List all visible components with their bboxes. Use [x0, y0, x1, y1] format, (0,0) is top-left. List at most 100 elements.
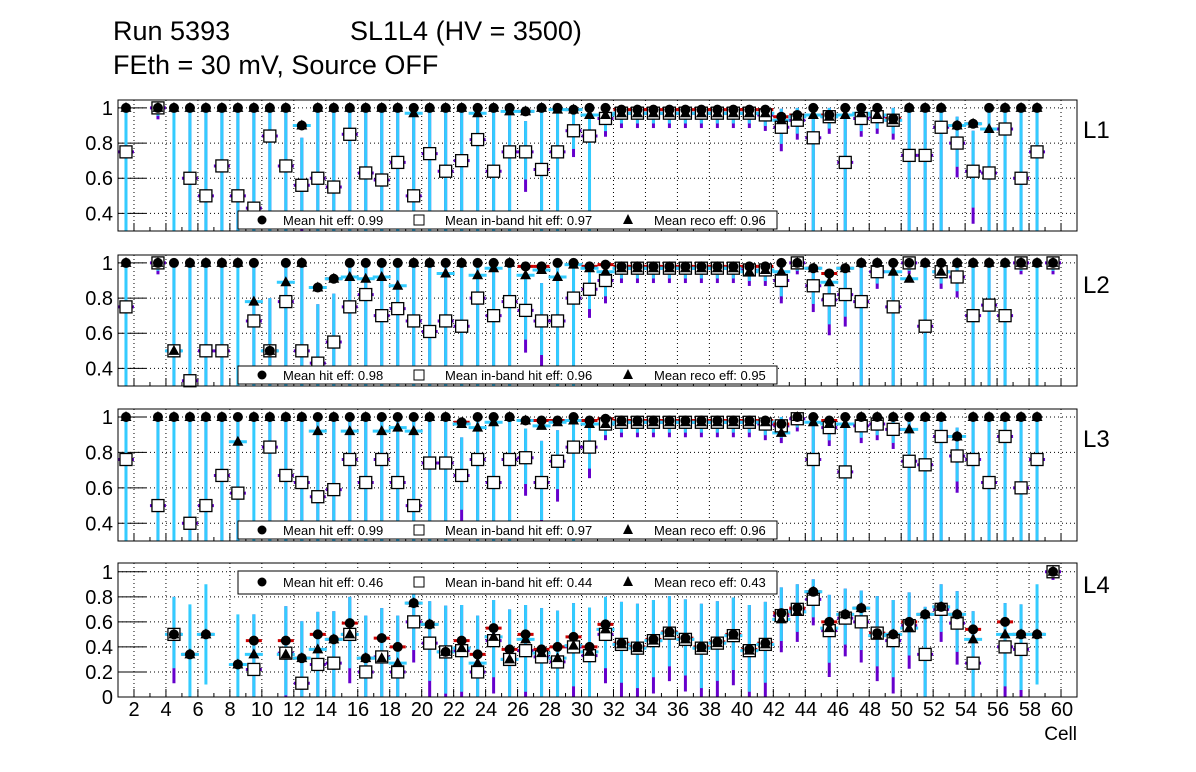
inband-eff-marker	[550, 314, 565, 328]
reco-eff-marker	[440, 101, 452, 112]
reco-eff-marker	[488, 630, 500, 641]
reco-eff-marker	[504, 410, 516, 421]
reco-eff-marker	[711, 107, 723, 118]
hit-eff-marker	[392, 641, 403, 652]
x-tick-label: 52	[923, 699, 945, 721]
x-tick-label: 24	[475, 699, 497, 721]
inband-eff-marker	[391, 475, 405, 490]
reco-eff-marker	[232, 658, 244, 669]
reco-eff-marker	[839, 418, 851, 429]
reco-eff-marker	[488, 262, 500, 273]
reco-eff-marker	[584, 645, 596, 656]
reco-eff-marker	[935, 101, 947, 112]
reco-eff-marker	[759, 416, 771, 427]
legend-hit-icon	[257, 577, 267, 587]
inband-eff-marker	[199, 189, 213, 203]
inband-eff-marker	[359, 287, 373, 302]
x-tick-label: 34	[635, 699, 657, 721]
reco-eff-marker	[983, 410, 995, 421]
legend-reco-icon	[623, 524, 633, 534]
inband-eff-marker	[470, 452, 485, 467]
y-tick-label: 0.8	[85, 288, 113, 310]
inband-eff-marker	[439, 314, 453, 328]
x-tick-label: 44	[795, 699, 817, 721]
reco-eff-marker	[536, 419, 548, 430]
reco-eff-marker	[552, 652, 564, 663]
hit-eff-marker	[568, 631, 579, 642]
reco-eff-marker	[791, 256, 803, 267]
inband-eff-marker	[774, 273, 788, 288]
hit-eff-marker	[904, 257, 915, 268]
inband-eff-marker	[918, 458, 932, 472]
inband-eff-marker	[950, 270, 964, 284]
y-tick-label: 0.6	[85, 323, 113, 345]
reco-eff-marker	[615, 262, 627, 273]
inband-eff-marker	[183, 374, 197, 388]
legend-box	[237, 365, 778, 385]
reco-eff-marker	[871, 629, 883, 640]
hit-eff-marker	[584, 102, 595, 113]
hit-eff-marker	[280, 635, 291, 646]
inband-eff-marker	[407, 498, 421, 513]
reco-eff-marker	[663, 416, 675, 427]
inband-eff-marker	[311, 171, 325, 185]
x-tick-label: 40	[731, 699, 753, 721]
inband-eff-marker	[886, 422, 900, 437]
inband-eff-marker	[263, 440, 277, 454]
reco-eff-marker	[823, 622, 835, 633]
inband-eff-marker	[486, 309, 501, 323]
inband-eff-marker	[950, 136, 964, 150]
inband-eff-marker	[806, 279, 820, 293]
reco-eff-marker	[360, 410, 372, 421]
reco-eff-marker	[919, 101, 931, 112]
inband-eff-marker	[439, 456, 453, 470]
reco-eff-marker	[408, 256, 420, 267]
reco-eff-marker	[599, 108, 611, 119]
inband-eff-marker	[311, 657, 325, 672]
hit-eff-marker	[824, 268, 835, 279]
reco-eff-marker	[472, 421, 484, 432]
inband-eff-marker	[359, 665, 373, 679]
reco-eff-marker	[791, 605, 803, 616]
reco-eff-marker	[695, 262, 707, 273]
legend-hit-icon	[257, 525, 267, 535]
reco-eff-marker	[456, 418, 468, 429]
reco-eff-marker	[520, 105, 532, 116]
reco-eff-marker	[1031, 410, 1043, 421]
y-tick-label: 1	[102, 407, 113, 429]
reco-eff-marker	[296, 410, 308, 421]
reco-eff-marker	[855, 107, 867, 118]
panel-l4: 0 0.2 0.4 0.6 0.8 1 Mean hit eff: 0.46 Mean in-…	[85, 562, 1110, 709]
inband-eff-marker	[502, 294, 517, 309]
x-tick-label: 42	[763, 699, 785, 721]
chamber-title: SL1L4 (HV = 3500)	[350, 16, 582, 46]
reco-eff-marker	[504, 256, 516, 267]
reco-eff-marker	[552, 270, 564, 281]
legend-inband-label: Mean in-band hit eff: 0.96	[445, 368, 592, 383]
inband-eff-marker	[854, 294, 868, 309]
reco-eff-marker	[456, 642, 468, 653]
panel-frame	[117, 562, 1078, 698]
reco-eff-marker	[839, 262, 851, 273]
reco-eff-marker	[584, 262, 596, 273]
reco-eff-marker	[631, 416, 643, 427]
inband-eff-marker	[934, 429, 948, 444]
inband-eff-marker	[439, 164, 453, 178]
reco-eff-marker	[248, 648, 260, 659]
reco-eff-marker	[775, 265, 787, 276]
reco-eff-marker	[232, 101, 244, 112]
inband-eff-marker	[1030, 452, 1044, 467]
hit-eff-marker	[984, 102, 995, 113]
hit-eff-marker	[904, 616, 915, 627]
inband-eff-marker	[215, 344, 229, 358]
reco-eff-marker	[679, 416, 691, 427]
reco-eff-marker	[152, 101, 164, 112]
inband-eff-marker	[407, 189, 421, 203]
reco-eff-marker	[999, 256, 1011, 267]
inband-eff-marker	[375, 173, 389, 187]
reco-eff-marker	[312, 643, 324, 654]
x-tick-label: 12	[283, 699, 305, 721]
inband-eff-marker	[151, 498, 165, 513]
reco-eff-marker	[599, 418, 611, 429]
hit-eff-marker	[600, 259, 611, 270]
